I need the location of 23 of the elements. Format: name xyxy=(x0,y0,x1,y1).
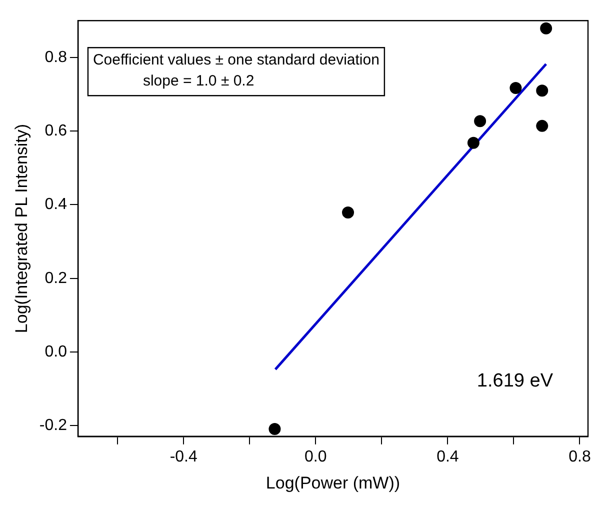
y-tick-label: 0.8 xyxy=(44,48,68,66)
x-tick-label: 0.4 xyxy=(436,448,459,466)
point xyxy=(510,82,522,94)
x-tick-label: -0.4 xyxy=(170,448,198,466)
point xyxy=(467,136,480,149)
y-axis-title: Log(Integrated PL Intensity) xyxy=(12,124,31,334)
y-tick-label: 0.0 xyxy=(44,343,68,360)
y-tick-label: 0.4 xyxy=(44,196,68,214)
annotation: Coefficient values ± one standard deviation xyxy=(92,52,380,69)
point xyxy=(540,22,552,34)
x-axis-title: Log(Power (mW)) xyxy=(266,473,400,492)
y-tick-label: -0.2 xyxy=(39,417,68,434)
point xyxy=(536,84,548,97)
point xyxy=(536,120,548,132)
y-tick-label: 0.2 xyxy=(44,270,68,287)
y-tick-label: 0.6 xyxy=(44,122,68,140)
x-tick-label: 0.0 xyxy=(304,448,327,466)
annotation: slope = 1.0 ± 0.2 xyxy=(142,72,254,90)
point xyxy=(342,206,354,218)
x-tick-label: 0.8 xyxy=(568,448,591,466)
point xyxy=(474,115,486,128)
point xyxy=(268,423,281,436)
annotation: 1.619 eV xyxy=(476,370,554,392)
